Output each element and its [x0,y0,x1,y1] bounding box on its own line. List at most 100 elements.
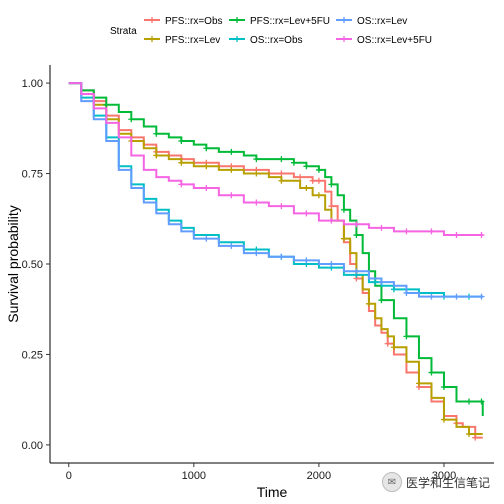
censor-mark [465,431,472,438]
censor-mark [203,145,210,152]
censor-mark [128,116,135,123]
series-line-os-rx-lev-5fu [68,82,483,237]
censor-mark [228,192,235,199]
censor-mark [228,166,235,173]
legend-label: PFS::rx=Obs [165,16,223,27]
censor-mark [478,398,485,405]
censor-mark [303,185,310,192]
censor-mark [153,130,160,137]
legend-censor-mark [341,36,347,42]
legend-label: PFS::rx=Lev [165,35,220,46]
censor-mark [178,137,185,144]
censor-mark [303,257,310,264]
legend-censor-mark [341,17,347,23]
censor-mark [372,279,379,286]
censor-mark [278,203,285,210]
censor-mark [315,192,322,199]
censor-mark [403,289,410,296]
censor-mark [378,224,385,231]
censor-mark [340,206,347,213]
y-tick-label: 0.25 [22,349,43,361]
censor-mark [328,261,335,267]
censor-mark [278,253,285,260]
censor-mark [253,170,260,177]
y-tick-label: 0.75 [22,169,43,181]
censor-mark [253,199,260,206]
y-tick-label: 0.50 [22,259,43,271]
censor-mark [403,228,410,235]
watermark-text: 医学和生信笔记 [405,475,490,490]
legend-censor-mark [149,36,155,42]
censor-mark [103,101,110,108]
censor-mark [340,235,347,242]
legend-censor-mark [234,36,240,42]
censor-mark [228,148,235,155]
censor-mark [203,185,210,192]
censor-mark [315,166,322,173]
censor-mark [453,232,460,239]
censor-mark [472,434,479,441]
censor-mark [328,217,335,224]
legend-censor-mark [149,17,155,23]
censor-mark [278,177,285,184]
plot-area [68,82,485,441]
x-tick-label: 2000 [307,470,331,482]
legend-item: OS::rx=Lev [336,16,407,27]
censor-mark [303,163,310,170]
censor-mark [403,333,410,340]
legend-title: Strata [110,26,137,37]
censor-mark [453,293,460,300]
censor-mark [303,210,310,217]
censor-mark [309,177,316,184]
censor-mark [478,232,485,239]
censor-mark [415,380,422,387]
censor-mark [178,181,185,188]
censor-mark [478,293,485,300]
legend-label: PFS::rx=Lev+5FU [250,16,330,27]
censor-mark [390,344,397,351]
legend-label: OS::rx=Obs [250,35,303,46]
censor-mark [228,242,235,249]
legend-item: OS::rx=Obs [229,35,303,46]
censor-mark [178,159,185,166]
censor-mark [428,369,435,376]
x-tick-label: 1000 [182,470,206,482]
censor-mark [378,297,385,304]
watermark: ✉ 医学和生信笔记 [381,472,490,492]
censor-mark [440,416,447,423]
censor-mark [328,203,335,210]
legend-censor-mark [234,17,240,23]
censor-mark [153,152,160,159]
censor-mark [278,156,285,163]
censor-mark [428,228,435,235]
censor-mark [353,221,360,228]
legend-item: PFS::rx=Lev [144,35,220,46]
censor-mark [315,177,322,184]
censor-mark [390,286,397,293]
censor-mark [378,279,385,286]
x-tick-label: 0 [66,470,72,482]
censor-mark [353,268,360,275]
censor-mark [203,163,210,170]
censor-mark [253,250,260,257]
y-tick-label: 0.00 [22,440,43,452]
censor-mark [353,232,360,239]
censor-mark [384,340,391,347]
censor-mark [465,398,472,405]
series-line-pfs-rx-lev [68,82,483,436]
y-tick-label: 1.00 [22,78,43,90]
series-line-os-rx-lev [68,82,483,298]
censor-mark [203,235,210,242]
legend-item: OS::rx=Lev+5FU [336,35,432,46]
censor-mark [253,156,260,163]
censor-mark [278,170,285,177]
censor-mark [428,293,435,300]
censor-mark [290,159,297,166]
censor-mark [297,174,304,181]
wechat-icon: ✉ [381,472,402,492]
censor-mark [365,300,372,307]
legend-label: OS::rx=Lev [357,16,407,27]
y-axis-title: Survival probability [5,205,21,323]
